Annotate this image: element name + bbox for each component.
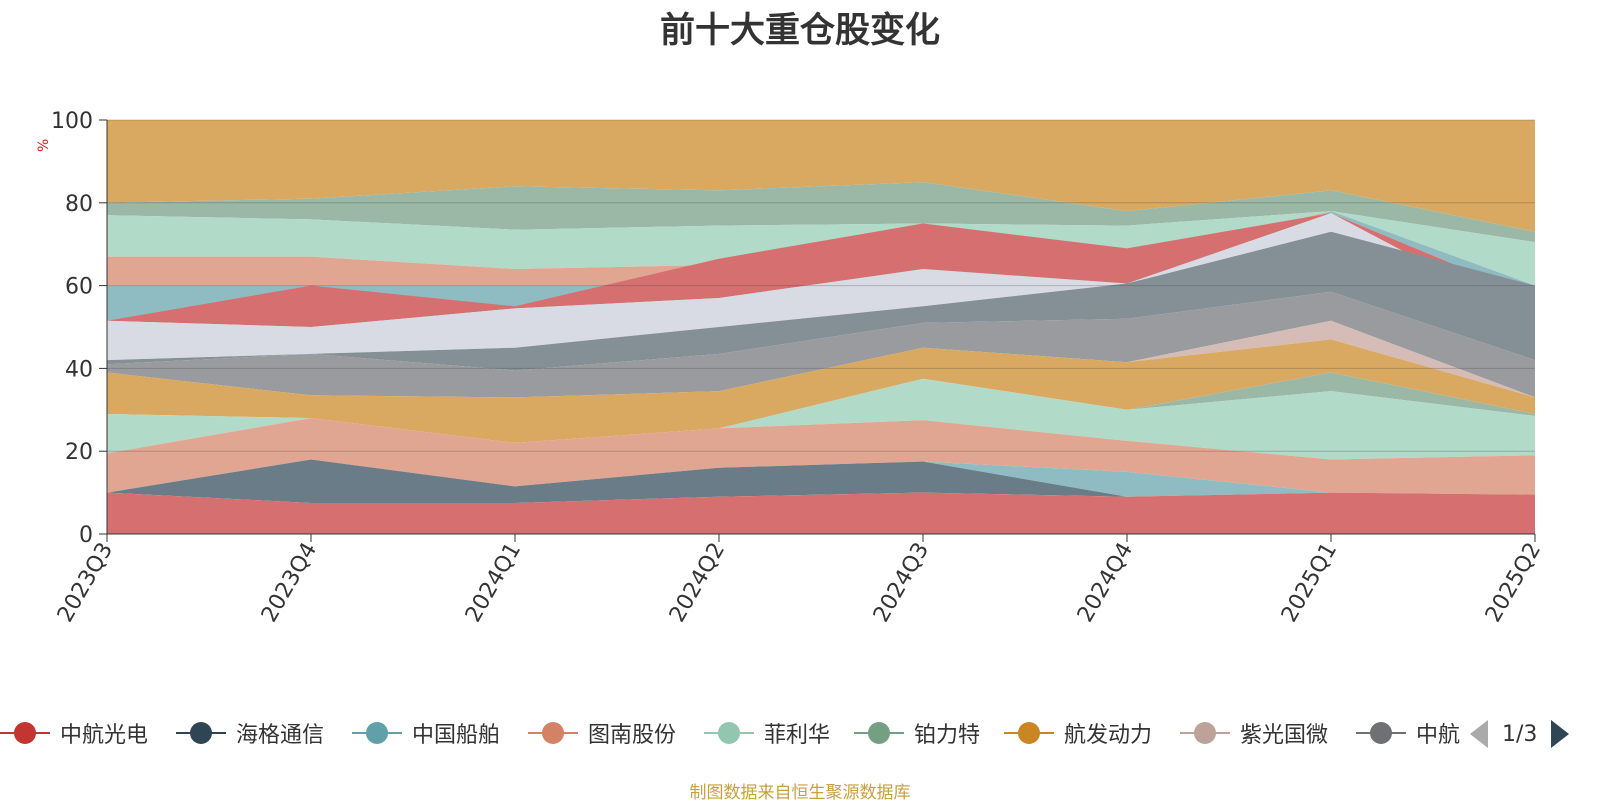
legend-marker-icon (1356, 721, 1406, 745)
legend-item[interactable]: 中航光电 (0, 718, 148, 748)
legend-pager: 1/3 (1470, 718, 1570, 750)
area-band-1 (107, 182, 1535, 243)
y-tick-label-2: 40 (65, 357, 93, 382)
area-band-12 (107, 378, 1535, 460)
x-tick-label-4: 2024Q3 (869, 539, 934, 627)
legend-item[interactable]: 紫光国微 (1180, 718, 1328, 748)
x-tick-label-5: 2024Q4 (1073, 539, 1138, 627)
legend-page-indicator: 1/3 (1502, 721, 1538, 747)
area-band-8 (107, 291, 1535, 398)
y-tick-label-4: 80 (65, 192, 93, 217)
legend-label: 海格通信 (236, 723, 325, 748)
data-source-note: 制图数据来自恒生聚源数据库 (689, 783, 911, 803)
x-tick-label-7: 2025Q2 (1481, 539, 1546, 627)
legend-label: 航发动力 (1064, 723, 1153, 748)
area-band-6 (107, 213, 1535, 361)
legend-next-page-icon[interactable] (1551, 720, 1570, 748)
y-tick-label-3: 60 (65, 275, 93, 300)
x-tick-label-6: 2025Q1 (1277, 539, 1342, 627)
legend-marker-icon (0, 721, 50, 745)
legend-marker-icon (854, 721, 904, 745)
legend-label: 紫光国微 (1240, 723, 1329, 748)
chart-title: 前十大重仓股变化 (659, 11, 940, 51)
legend-item[interactable]: 菲利华 (704, 718, 830, 748)
legend-label: 图南股份 (588, 723, 677, 748)
legend-marker-icon (528, 721, 578, 745)
legend-item[interactable]: 海格通信 (176, 718, 324, 748)
legend-marker-icon (1004, 721, 1054, 745)
x-tick-label-0: 2023Q3 (53, 539, 118, 627)
legend-item[interactable]: 中国船舶 (352, 718, 500, 748)
legend-label: 中国船舶 (412, 723, 501, 748)
legend-prev-page-icon[interactable] (1470, 720, 1488, 748)
x-tick-label-1: 2023Q4 (257, 539, 322, 627)
legend-marker-icon (352, 721, 402, 745)
legend-item[interactable]: 图南股份 (528, 718, 676, 748)
chart-legend: 中航光电 海格通信 中国船舶 图南股份 菲利华 铂力特 航发动力 紫光国微 中航 (0, 718, 1500, 748)
area-band-13 (107, 418, 1535, 495)
area-band-0 (107, 120, 1535, 232)
legend-item[interactable]: 航发动力 (1004, 718, 1152, 748)
y-tick-label-1: 20 (65, 440, 93, 465)
legend-item[interactable]: 中航 (1356, 718, 1460, 748)
y-tick-label-5: 100 (51, 109, 93, 134)
legend-marker-icon (1180, 721, 1230, 745)
area-band-5 (107, 213, 1535, 327)
area-band-10 (107, 339, 1535, 443)
legend-marker-icon (704, 721, 754, 745)
x-tick-label-3: 2024Q2 (665, 539, 730, 627)
area-band-14 (107, 459, 1535, 497)
area-band-15 (107, 459, 1535, 503)
legend-item[interactable]: 铂力特 (854, 718, 980, 748)
area-band-7 (107, 231, 1535, 371)
legend-label: 中航光电 (60, 723, 149, 748)
legend-label: 菲利华 (764, 723, 831, 748)
legend-marker-icon (176, 721, 226, 745)
area-band-16 (107, 492, 1535, 534)
stacked-area-chart: 0 20 40 60 80 100 2023Q3 2023Q4 2024Q1 2024Q2 2024… (51, 109, 1546, 627)
legend-label: 铂力特 (914, 723, 981, 748)
x-tick-label-2: 2024Q1 (461, 539, 526, 627)
legend-label: 中航 (1416, 723, 1461, 748)
y-tick-label-0: 0 (79, 523, 93, 548)
area-band-4 (107, 211, 1535, 327)
